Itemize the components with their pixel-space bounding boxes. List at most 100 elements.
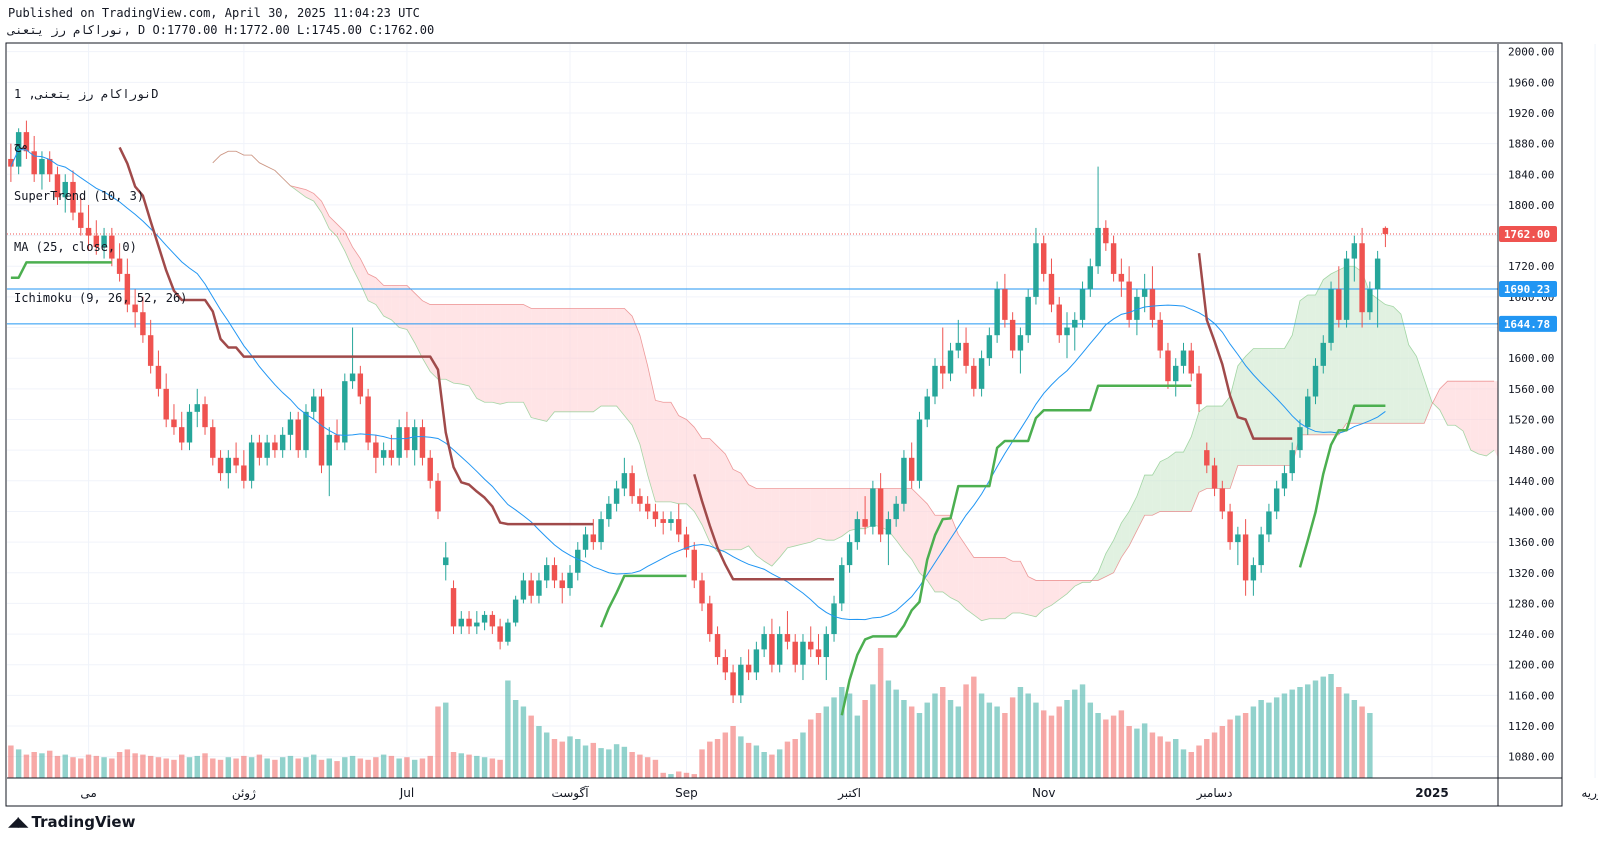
volume-bar [986, 702, 993, 778]
x-tick-label: دسامبر [1196, 786, 1233, 801]
horizontal-lines[interactable] [7, 233, 1498, 325]
candle-body [870, 488, 876, 527]
candle-body [1126, 281, 1132, 320]
volume-bar [769, 754, 775, 778]
cloud-segment [1082, 580, 1091, 583]
cloud-segment [298, 187, 306, 198]
volume-bar [1359, 706, 1365, 778]
volume-bar [551, 739, 558, 778]
volume-bar [1211, 732, 1218, 778]
candle-body [971, 365, 977, 389]
candle-body [388, 450, 395, 458]
supertrend-line [10, 261, 112, 279]
legend-symbol[interactable]: نوراکام رز یتعنی, 1D [14, 87, 159, 101]
candle-body [23, 132, 30, 152]
cloud-segment [624, 308, 633, 426]
candle-body [70, 181, 76, 213]
candle-body [660, 519, 666, 523]
cloud-segment [585, 308, 594, 412]
volume-bar [932, 693, 938, 778]
cloud-segment [1377, 298, 1386, 424]
cloud-segment [616, 308, 625, 416]
candle-body [575, 549, 581, 573]
cloud-segment [1486, 381, 1495, 456]
volume-bar [62, 754, 68, 778]
candle-body [543, 565, 550, 581]
cloud-segment [1043, 580, 1052, 610]
supertrend-line [599, 574, 687, 628]
candle-body [644, 503, 651, 512]
y-tick-label: 1360.00 [1508, 536, 1554, 549]
volume-bar [753, 745, 760, 778]
volume-bar [1002, 713, 1008, 778]
cloud-segment [1051, 580, 1060, 606]
candle-body [1359, 243, 1365, 313]
brand-name: TradingView [31, 813, 136, 831]
volume-bar [629, 752, 635, 778]
candle-body [738, 664, 744, 696]
candle-body [497, 626, 503, 642]
brand[interactable]: ◢◣ TradingView [8, 813, 135, 831]
cloud-segment [1012, 561, 1021, 613]
cloud-segment [795, 488, 803, 546]
candle-body [85, 227, 92, 236]
cloud-segment [1292, 300, 1300, 466]
volume-bar [1048, 715, 1055, 778]
y-tick-label: 1120.00 [1508, 720, 1554, 733]
candle-body [202, 404, 208, 428]
cloud-segment [1222, 396, 1231, 489]
legend-supertrend[interactable]: SuperTrend (10, 3) [14, 189, 145, 203]
volume-bar [908, 706, 915, 778]
volume-bar [543, 732, 550, 778]
cloud-segment [686, 419, 695, 512]
candle-body [62, 181, 68, 198]
volume-bar [1141, 723, 1148, 778]
candle-body [1281, 473, 1288, 489]
volume-bar [116, 752, 123, 778]
volume-bar [683, 772, 690, 778]
cloud-segment [1105, 540, 1114, 577]
candle-body [831, 603, 837, 635]
volume-bar [70, 757, 76, 778]
volume-bar [140, 754, 146, 778]
volume-bar [489, 758, 496, 778]
volume-bar [1118, 710, 1125, 778]
volume-bar [1281, 693, 1288, 778]
supertrend-line [693, 473, 835, 581]
volume-bar [792, 739, 798, 778]
legend-ma[interactable]: MA (25, close, 0) [14, 240, 137, 254]
volume-bar [660, 772, 666, 778]
volume-bar [621, 746, 628, 778]
volume-bar [248, 757, 255, 778]
price-label-bg [1499, 226, 1557, 243]
cloud-segment [1261, 348, 1269, 466]
cloud-segment [966, 545, 974, 615]
candle-body [380, 450, 387, 458]
candle-body [443, 557, 449, 566]
y-tick-label: 1160.00 [1508, 689, 1554, 702]
volume-bar [637, 754, 643, 778]
cloud-segment [1455, 381, 1464, 431]
cloud-segment [476, 304, 485, 403]
volume-bar [202, 753, 208, 778]
volume-bar [380, 754, 387, 778]
candle-body [450, 588, 457, 627]
candle-body [520, 580, 527, 600]
cloud-segment [375, 277, 384, 317]
volume-bar [536, 726, 542, 778]
y-tick-label: 1280.00 [1508, 597, 1554, 610]
candle-body [722, 657, 729, 673]
candle-body [1320, 342, 1326, 366]
volume-bar [722, 732, 729, 778]
candle-body [1056, 304, 1062, 336]
price-labels: 1762.00 1690.23 1644.78 [1499, 226, 1557, 332]
cloud-segment [399, 285, 407, 330]
volume-bar [1242, 713, 1249, 778]
volume-bar [256, 754, 263, 778]
volume-bar [388, 755, 395, 778]
candle-body [582, 534, 589, 550]
y-tick-label: 1800.00 [1508, 199, 1554, 212]
legend-ichimoku[interactable]: Ichimoku (9, 26, 52, 26) [14, 291, 188, 305]
volume-bar [1103, 719, 1109, 778]
